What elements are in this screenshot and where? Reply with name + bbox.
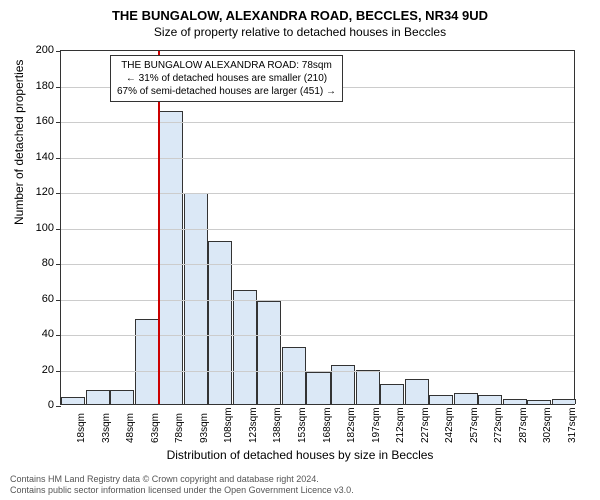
gridline [61,371,574,372]
bar [380,384,404,404]
gridline [61,264,574,265]
xtick-label: 33sqm [101,413,112,443]
bar [208,241,232,404]
marker-line [158,51,160,404]
xtick-label: 287sqm [518,407,529,443]
xtick-label: 48sqm [125,413,136,443]
xtick-label: 63sqm [150,413,161,443]
title-main: THE BUNGALOW, ALEXANDRA ROAD, BECCLES, N… [0,0,600,23]
bar [233,290,257,404]
bar [282,347,306,404]
gridline [61,193,574,194]
xtick-label: 78sqm [174,413,185,443]
xtick-label: 18sqm [76,413,87,443]
ytick-label: 0 [24,399,54,411]
bar [257,301,281,404]
bar [503,399,527,404]
bar [454,393,478,404]
xtick-label: 138sqm [272,407,283,443]
bar [159,111,183,404]
ytick-label: 80 [24,257,54,269]
annotation-line3: 67% of semi-detached houses are larger (… [117,85,336,98]
bar [184,193,208,404]
xtick-label: 182sqm [346,407,357,443]
ytick-label: 140 [24,151,54,163]
bar [527,400,551,404]
ytick-label: 180 [24,80,54,92]
xtick-label: 197sqm [371,407,382,443]
bar [61,397,85,404]
bar [478,395,502,404]
gridline [61,122,574,123]
bar [429,395,453,404]
chart-plot-area [60,50,575,405]
ytick-label: 200 [24,44,54,56]
attribution-line2: Contains public sector information licen… [10,485,590,496]
ytick-label: 20 [24,364,54,376]
attribution: Contains HM Land Registry data © Crown c… [10,474,590,496]
bars-container [61,51,574,404]
xtick-label: 317sqm [567,407,578,443]
xtick-label: 212sqm [395,407,406,443]
attribution-line1: Contains HM Land Registry data © Crown c… [10,474,590,485]
title-sub: Size of property relative to detached ho… [0,23,600,39]
xtick-label: 168sqm [322,407,333,443]
xtick-label: 153sqm [297,407,308,443]
gridline [61,300,574,301]
ytick-label: 120 [24,186,54,198]
bar [135,319,159,404]
bar [306,372,330,404]
ytick-label: 60 [24,293,54,305]
xtick-label: 257sqm [469,407,480,443]
xtick-label: 242sqm [444,407,455,443]
ytick-label: 100 [24,222,54,234]
xtick-label: 123sqm [248,407,259,443]
ytick-label: 40 [24,328,54,340]
gridline [61,335,574,336]
xtick-label: 227sqm [420,407,431,443]
ytick-label: 160 [24,115,54,127]
bar [356,370,380,404]
gridline [61,229,574,230]
annotation-line1: THE BUNGALOW ALEXANDRA ROAD: 78sqm [117,59,336,72]
gridline [61,158,574,159]
bar [405,379,429,404]
annotation-line2: ← 31% of detached houses are smaller (21… [117,72,336,85]
xtick-label: 302sqm [542,407,553,443]
annotation-box: THE BUNGALOW ALEXANDRA ROAD: 78sqm ← 31%… [110,55,343,102]
xtick-label: 93sqm [199,413,210,443]
xtick-label: 108sqm [223,407,234,443]
bar [110,390,134,404]
bar [86,390,110,404]
x-axis-label: Distribution of detached houses by size … [0,448,600,462]
bar [552,399,576,404]
xtick-label: 272sqm [493,407,504,443]
